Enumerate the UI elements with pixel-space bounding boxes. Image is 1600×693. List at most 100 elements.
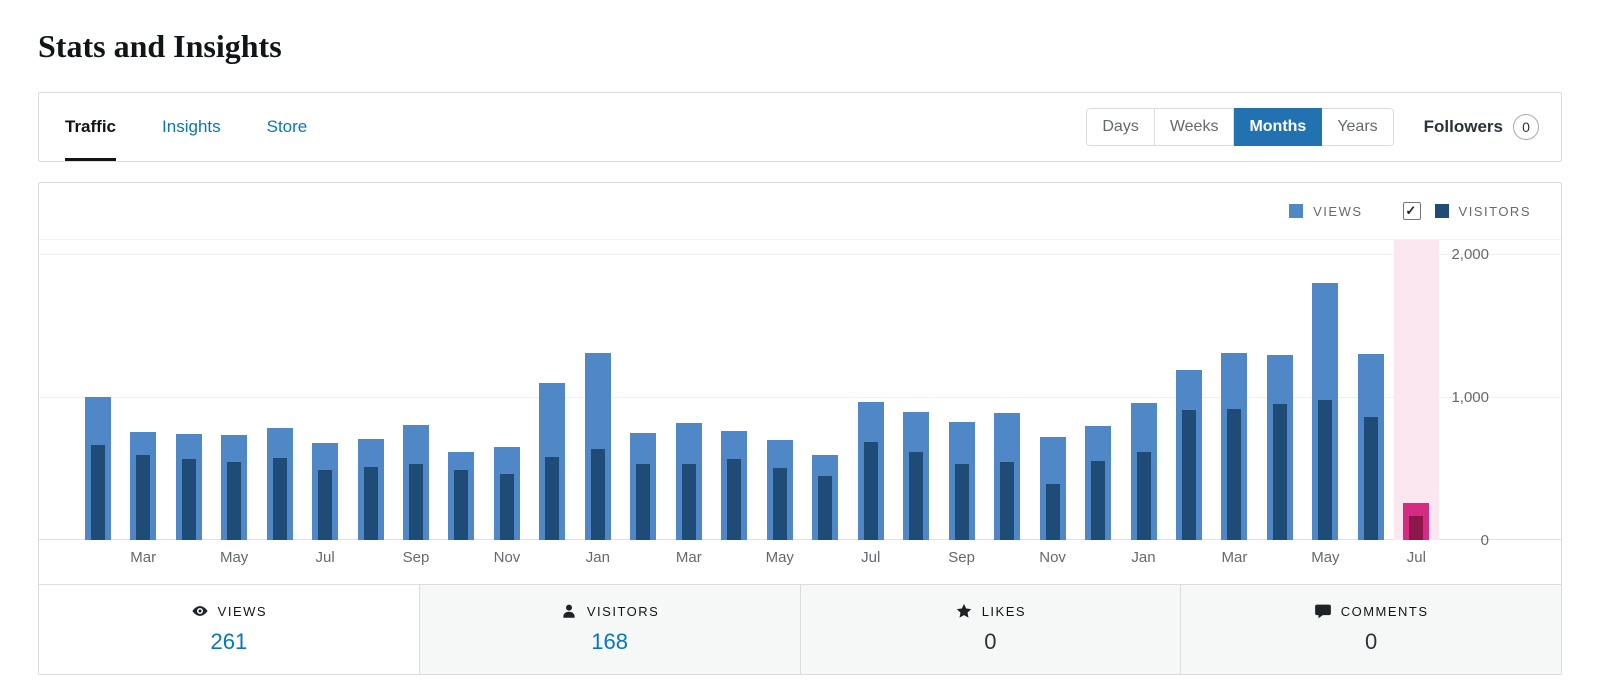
visitors-bar[interactable]: [909, 452, 924, 540]
views-bar[interactable]: [403, 425, 430, 540]
views-bar[interactable]: [266, 428, 293, 540]
bar-group[interactable]: [348, 240, 393, 540]
views-bar[interactable]: [1357, 354, 1384, 540]
views-bar[interactable]: [630, 433, 657, 540]
bar-group[interactable]: [393, 240, 438, 540]
tab-insights[interactable]: Insights: [162, 117, 221, 136]
bar-group[interactable]: [211, 240, 256, 540]
views-bar[interactable]: [948, 422, 975, 540]
views-bar[interactable]: [812, 455, 839, 540]
visitors-bar[interactable]: [1136, 452, 1151, 540]
bar-group[interactable]: [1121, 240, 1166, 540]
views-bar[interactable]: [903, 412, 930, 540]
period-years-button[interactable]: Years: [1322, 108, 1394, 146]
visitors-bar[interactable]: [181, 459, 196, 540]
visitors-bar[interactable]: [1363, 417, 1378, 540]
bar-group[interactable]: [893, 240, 938, 540]
summary-tab-comments[interactable]: COMMENTS 0: [1180, 585, 1561, 674]
bar-group[interactable]: [712, 240, 757, 540]
views-bar[interactable]: [584, 353, 611, 540]
views-bar[interactable]: [1130, 403, 1157, 540]
bar-group[interactable]: [575, 240, 620, 540]
visitors-bar[interactable]: [772, 468, 787, 540]
views-bar[interactable]: [493, 447, 520, 540]
visitors-bar[interactable]: [272, 458, 287, 540]
views-bar[interactable]: [721, 431, 748, 540]
views-bar[interactable]: [1403, 503, 1430, 540]
bar-group[interactable]: [484, 240, 529, 540]
bar-group[interactable]: [1393, 240, 1440, 540]
bar-group[interactable]: [984, 240, 1029, 540]
visitors-bar[interactable]: [499, 474, 514, 540]
bar-group[interactable]: [120, 240, 165, 540]
visitors-bar[interactable]: [681, 464, 696, 540]
summary-tab-visitors[interactable]: VISITORS 168: [418, 585, 800, 674]
visitors-bar[interactable]: [1181, 410, 1196, 540]
tab-store[interactable]: Store: [266, 117, 308, 136]
visitors-bar[interactable]: [227, 462, 242, 540]
visitors-bar[interactable]: [136, 455, 151, 540]
views-bar[interactable]: [1085, 426, 1112, 540]
views-bar[interactable]: [448, 452, 475, 540]
bar-group[interactable]: [1212, 240, 1257, 540]
followers-control[interactable]: Followers 0: [1424, 114, 1539, 140]
bar-group[interactable]: [666, 240, 711, 540]
visitors-bar[interactable]: [818, 476, 833, 540]
visitors-bar[interactable]: [863, 442, 878, 540]
views-bar[interactable]: [994, 413, 1021, 540]
views-bar[interactable]: [1039, 437, 1066, 540]
visitors-bar[interactable]: [363, 467, 378, 540]
bar-group[interactable]: [621, 240, 666, 540]
visitors-bar[interactable]: [1272, 404, 1287, 540]
visitors-bar[interactable]: [1318, 400, 1333, 540]
bar-group[interactable]: [257, 240, 302, 540]
bar-group[interactable]: [439, 240, 484, 540]
visitors-bar[interactable]: [454, 470, 469, 540]
views-bar[interactable]: [1312, 283, 1339, 540]
views-bar[interactable]: [84, 397, 111, 540]
period-days-button[interactable]: Days: [1086, 108, 1155, 146]
bar-group[interactable]: [1075, 240, 1120, 540]
views-bar[interactable]: [766, 440, 793, 540]
bar-group[interactable]: [166, 240, 211, 540]
visitors-bar[interactable]: [1227, 409, 1242, 540]
bar-group[interactable]: [1257, 240, 1302, 540]
views-bar[interactable]: [1221, 353, 1248, 540]
bar-group[interactable]: [803, 240, 848, 540]
visitors-bar[interactable]: [727, 459, 742, 540]
visitors-bar[interactable]: [590, 449, 605, 540]
visitors-bar[interactable]: [1045, 484, 1060, 540]
bar-group[interactable]: [1303, 240, 1348, 540]
views-bar[interactable]: [1266, 355, 1293, 540]
views-bar[interactable]: [857, 402, 884, 540]
visitors-bar[interactable]: [1091, 461, 1106, 540]
views-bar[interactable]: [675, 423, 702, 540]
views-bar[interactable]: [1175, 370, 1202, 540]
summary-tab-views[interactable]: VIEWS 261: [39, 585, 419, 674]
bar-group[interactable]: [1030, 240, 1075, 540]
visitors-bar[interactable]: [409, 464, 424, 540]
visitors-bar[interactable]: [636, 464, 651, 540]
visitors-bar[interactable]: [90, 445, 105, 540]
bar-group[interactable]: [302, 240, 347, 540]
bar-group[interactable]: [75, 240, 120, 540]
visitors-bar[interactable]: [545, 457, 560, 540]
period-weeks-button[interactable]: Weeks: [1154, 108, 1235, 146]
bar-group[interactable]: [1166, 240, 1211, 540]
tab-traffic[interactable]: Traffic: [65, 93, 117, 161]
bar-group[interactable]: [530, 240, 575, 540]
views-bar[interactable]: [357, 439, 384, 540]
views-bar[interactable]: [221, 435, 248, 540]
bar-group[interactable]: [939, 240, 984, 540]
visitors-bar[interactable]: [318, 470, 333, 540]
views-bar[interactable]: [539, 383, 566, 540]
summary-tab-likes[interactable]: LIKES 0: [799, 585, 1181, 674]
bar-group[interactable]: [848, 240, 893, 540]
period-months-button[interactable]: Months: [1234, 108, 1323, 146]
visitors-bar[interactable]: [954, 464, 969, 540]
visitors-bar[interactable]: [1000, 462, 1015, 540]
views-bar[interactable]: [175, 434, 202, 540]
views-bar[interactable]: [312, 443, 339, 540]
bar-group[interactable]: [757, 240, 802, 540]
visitors-checkbox[interactable]: ✓: [1402, 202, 1421, 220]
